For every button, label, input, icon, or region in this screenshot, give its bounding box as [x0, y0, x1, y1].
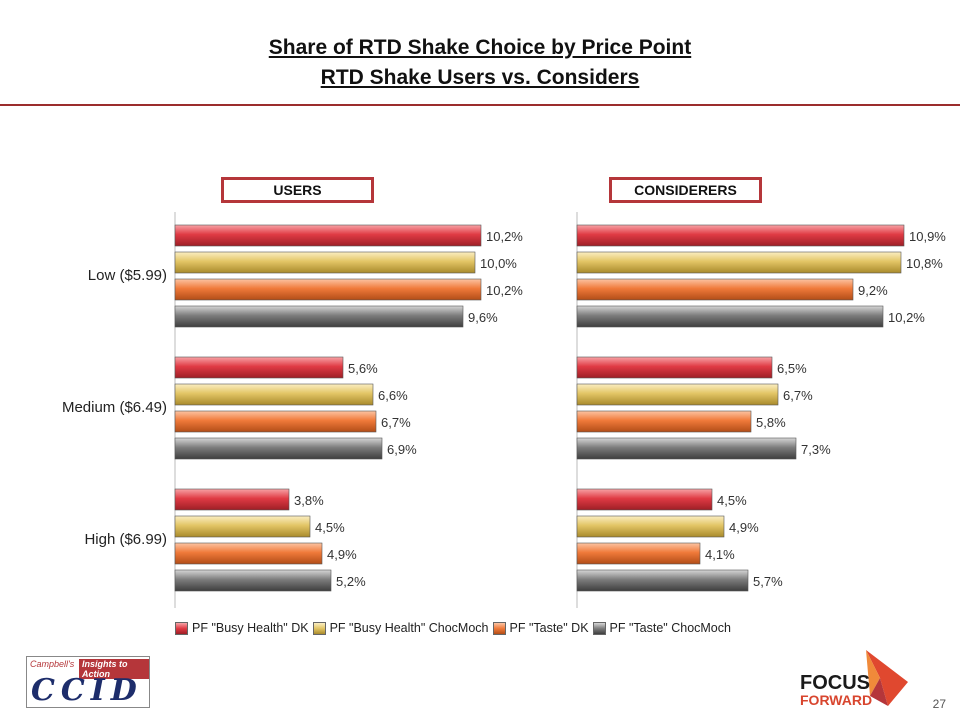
category-label: Medium ($6.49) [62, 399, 167, 416]
data-label: 4,9% [729, 520, 759, 535]
bar [174, 488, 290, 511]
bar [174, 305, 464, 328]
legend-item: PF "Taste" ChocMoch [592, 619, 731, 637]
category-label: High ($6.99) [84, 531, 167, 548]
data-label: 9,6% [468, 310, 498, 325]
bar [576, 224, 905, 247]
page-number: 27 [932, 697, 946, 711]
focus-forward-logo: FOCUS FORWARD [800, 648, 910, 710]
bar [576, 305, 884, 328]
legend-swatch [175, 621, 188, 635]
legend-label: PF "Busy Health" ChocMoch [329, 621, 489, 635]
bar [576, 437, 797, 460]
bar [174, 410, 377, 433]
bar [174, 437, 383, 460]
logo-tagline: Insights to Action [79, 659, 149, 679]
legend-label: PF "Taste" ChocMoch [609, 621, 731, 635]
data-label: 5,7% [753, 574, 783, 589]
chart-title-line1: Share of RTD Shake Choice by Price Point [268, 36, 692, 59]
panel-label-considerers: CONSIDERERS [609, 177, 762, 203]
legend-swatch [592, 621, 606, 635]
bar [174, 224, 482, 247]
bar [576, 251, 902, 274]
logo-line2: FORWARD [800, 692, 873, 708]
data-label: 6,5% [777, 361, 807, 376]
data-label: 3,8% [294, 493, 324, 508]
legend-item: PF "Taste" DK [492, 619, 589, 637]
ccid-logo: Campbell's Insights to Action CCID [26, 656, 150, 708]
data-label: 5,8% [756, 415, 786, 430]
data-label: 6,7% [783, 388, 813, 403]
bar [174, 356, 344, 379]
bar [174, 515, 311, 538]
category-label: Low ($5.99) [88, 267, 167, 284]
data-label: 10,9% [909, 229, 946, 244]
legend-swatch [312, 621, 326, 635]
legend-item: PF "Busy Health" DK [175, 619, 309, 637]
bar [576, 488, 713, 511]
title-divider [0, 104, 960, 106]
bar [174, 278, 482, 301]
panel-label-users: USERS [221, 177, 374, 203]
data-label: 10,2% [486, 229, 523, 244]
legend-label: PF "Busy Health" DK [192, 621, 309, 635]
bar [174, 383, 374, 406]
data-label: 4,9% [327, 547, 357, 562]
bar [576, 569, 749, 592]
data-label: 4,5% [315, 520, 345, 535]
data-label: 10,2% [486, 283, 523, 298]
bar [576, 542, 701, 565]
legend-item: PF "Busy Health" ChocMoch [312, 619, 489, 637]
focus-forward-arrow-icon [866, 650, 908, 706]
data-label: 9,2% [858, 283, 888, 298]
data-label: 4,5% [717, 493, 747, 508]
bar [576, 356, 773, 379]
bar [576, 410, 752, 433]
legend-swatch [492, 621, 506, 635]
logo-brand: Campbell's [30, 659, 75, 669]
data-label: 6,6% [378, 388, 408, 403]
legend-label: PF "Taste" DK [509, 621, 589, 635]
data-label: 7,3% [801, 442, 831, 457]
chart-legend: PF "Busy Health" DK PF "Busy Health" Cho… [175, 619, 735, 637]
bar [174, 251, 476, 274]
data-label: 6,7% [381, 415, 411, 430]
logo-line1: FOCUS [800, 672, 870, 694]
bar [576, 515, 725, 538]
data-label: 10,8% [906, 256, 943, 271]
data-label: 10,0% [480, 256, 517, 271]
data-label: 5,6% [348, 361, 378, 376]
data-label: 10,2% [888, 310, 925, 325]
bar [174, 542, 323, 565]
data-label: 6,9% [387, 442, 417, 457]
bar [576, 383, 779, 406]
data-label: 5,2% [336, 574, 366, 589]
bar [174, 569, 332, 592]
chart-title-line2: RTD Shake Users vs. Considers [320, 66, 640, 89]
bar [576, 278, 854, 301]
data-label: 4,1% [705, 547, 735, 562]
logo-text: CCID [31, 673, 143, 708]
